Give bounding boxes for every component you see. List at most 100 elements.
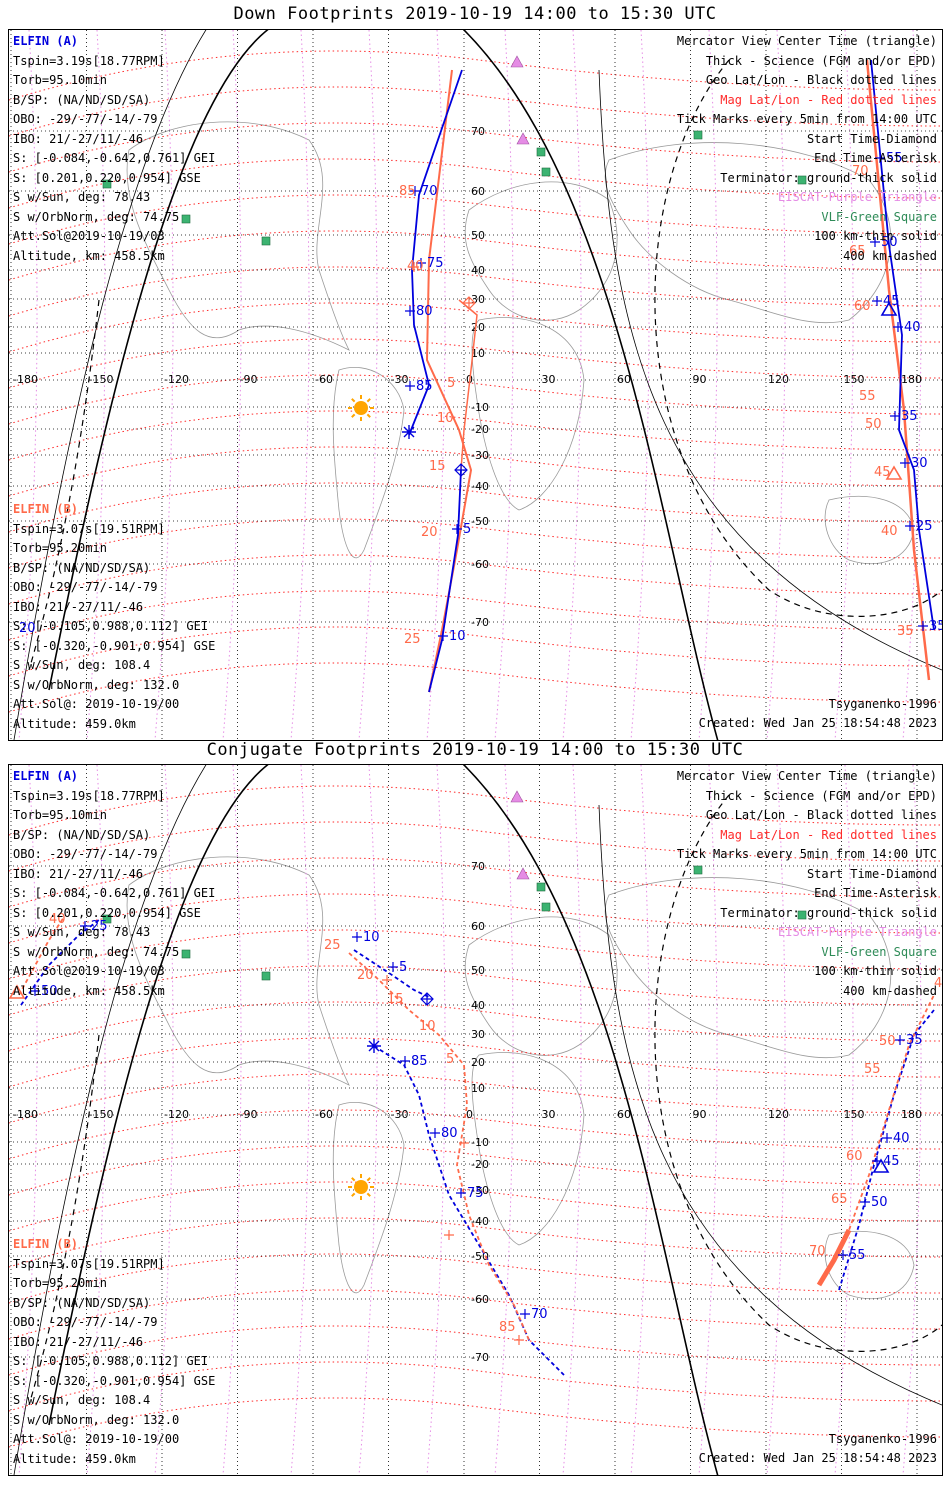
- lon-tick-label: 30: [542, 373, 556, 386]
- lat-tick-label: 70: [471, 860, 485, 873]
- legend-line: Terminator: ground-thick solid: [720, 170, 937, 185]
- lon-tick-label: -90: [240, 1108, 258, 1121]
- elfin-b-tick-label: 35: [897, 624, 914, 639]
- elfin-b-tick-label: 45: [874, 465, 891, 480]
- sun-icon: [354, 401, 368, 415]
- lon-tick-label: 90: [693, 373, 707, 386]
- mag-lon-line: [562, 30, 582, 740]
- elfin-a-tick-label: 10: [449, 629, 466, 644]
- lon-tick-label: -30: [391, 373, 409, 386]
- lon-tick-label: 180: [901, 1108, 922, 1121]
- elfin-b-tick-label: 5: [447, 376, 455, 391]
- lat-tick-label: -20: [471, 1158, 489, 1171]
- lat-tick-label: -20: [471, 423, 489, 436]
- info-line: S: [-0.105,0.988,0.112] GEI: [13, 1354, 209, 1368]
- start-diamond: [454, 463, 468, 477]
- panel-title-conjugate: Conjugate Footprints 2019-10-19 14:00 to…: [206, 740, 744, 760]
- elfin-a-tick-label: 80: [441, 1126, 458, 1141]
- eiscat-triangle: [516, 132, 530, 145]
- mag-lon-line: [154, 30, 174, 740]
- info-line: S w/OrbNorm, deg: 74.75: [13, 944, 180, 959]
- sun-ray: [351, 1177, 356, 1182]
- legend-line: Tick Marks every 5min from 14:00 UTC: [676, 847, 937, 861]
- coastline: [824, 1230, 915, 1299]
- eiscat-triangle: [510, 55, 524, 68]
- info-line: OBO: -29/-77/-14/-79: [13, 847, 158, 861]
- elfin-a-track: [870, 59, 935, 631]
- mag-lon-line: [902, 30, 922, 740]
- elfin-b-tick-label: 60: [854, 299, 871, 314]
- info-line: Att.Sol@2019-10-19/03: [13, 964, 165, 978]
- mag-lon-line: [834, 30, 854, 740]
- elfin-b-track: [865, 59, 931, 681]
- terminator-ground: [48, 765, 269, 1426]
- mag-lat-line: [9, 1109, 942, 1160]
- down-footprints-map: -180 -150 -120 -90 -60 -30 0 30 60 90 120 150 180706…: [9, 30, 942, 740]
- coastline: [464, 916, 618, 1056]
- legend-line: Terminator: ground-thick solid: [720, 905, 937, 920]
- info-line: Altitude, km: 458.5km: [13, 248, 165, 263]
- elfin-a-track: [20, 919, 100, 1006]
- elfin-b-info: ELFIN (B) Tspin=3.07s[19.51RPM] Torb=95.20…: [13, 500, 215, 734]
- info-line: OBO: -29/-77/-14/-79: [13, 580, 158, 594]
- coastline: [332, 1102, 405, 1294]
- mag-lon-line: [494, 765, 514, 1475]
- lat-tick-label: -10: [471, 401, 489, 414]
- elfin-a-tick: [452, 524, 462, 534]
- vlf-square: [797, 910, 807, 920]
- elfin-b-tick-label: 10: [437, 411, 454, 426]
- legend-line: Geo Lat/Lon - Black dotted lines: [705, 808, 937, 822]
- elfin-a-tick-label: 75: [467, 1186, 484, 1201]
- legend-line: 400 km-dashed: [843, 248, 937, 263]
- legend-line: Start Time-Diamond: [806, 866, 937, 881]
- elfin-a-tick-label: 70: [531, 1307, 548, 1322]
- info-line: S w/OrbNorm, deg: 132.0: [13, 1412, 180, 1427]
- coastline: [604, 877, 892, 1059]
- vlf-square: [261, 236, 271, 246]
- elfin-b-tick-label: 15: [429, 459, 446, 474]
- elfin-b-tick: [444, 1230, 454, 1240]
- elfin-a-tick: [80, 921, 90, 931]
- lon-tick-label: 90: [693, 1108, 707, 1121]
- elfin-b-tick-label: 5: [446, 1052, 454, 1067]
- legend-line: Geo Lat/Lon - Black dotted lines: [705, 73, 937, 87]
- info-line: IBO: 21/-27/11/-46: [13, 599, 144, 614]
- elfin-a-tick-label: 20: [19, 621, 36, 636]
- info-line: Att.Sol@2019-10-19/03: [13, 229, 165, 243]
- legend-line: End Time-Asterisk: [814, 151, 937, 165]
- mag-lon-line: [766, 765, 786, 1475]
- mag-lon-line: [630, 30, 650, 740]
- elfin-a-tick: [872, 296, 882, 306]
- coastline: [464, 181, 618, 321]
- elfin-a-tick: [875, 153, 885, 163]
- coastline: [126, 856, 350, 1086]
- lon-tick-label: -150: [89, 373, 114, 386]
- elfin-a-tick-label: 50: [41, 984, 58, 999]
- info-line: B/SP: (NA/ND/SD/SA): [13, 1295, 151, 1310]
- lat-tick-label: 10: [471, 347, 485, 360]
- mag-lon-line: [290, 30, 310, 740]
- lat-tick-label: -30: [471, 1184, 489, 1197]
- elfin-b-tick-label: 55: [864, 1062, 881, 1077]
- elfin-a-track: [353, 949, 430, 998]
- sun-ray: [351, 1192, 356, 1197]
- elfin-a-track: [838, 1009, 935, 1291]
- elfin-a-tick-label: 30: [911, 456, 928, 471]
- terminator-100km: [598, 804, 942, 1406]
- spacecraft-name: ELFIN (A): [13, 34, 79, 48]
- elfin-a-tick: [30, 986, 40, 996]
- elfin-a-info: ELFIN (A) Tspin=3.19s[18.77RPM] Torb=95.10…: [13, 32, 215, 266]
- elfin-b-tick-label: 55: [859, 389, 876, 404]
- elfin-a-tick: [860, 1197, 870, 1207]
- start-diamond: [420, 992, 434, 1006]
- info-line: Tspin=3.19s[18.77RPM]: [13, 53, 165, 68]
- elfin-b-tick-label: 25: [404, 632, 421, 647]
- terminator-ground: [48, 30, 269, 691]
- elfin-a-tick: [416, 258, 426, 268]
- elfin-b-science: [816, 1228, 852, 1287]
- vlf-square: [102, 914, 112, 924]
- legend-line: 400 km-dashed: [843, 983, 937, 998]
- terminator-ground: [462, 765, 719, 1475]
- elfin-a-tick-label: 40: [904, 320, 921, 335]
- lon-tick-label: -60: [315, 1108, 333, 1121]
